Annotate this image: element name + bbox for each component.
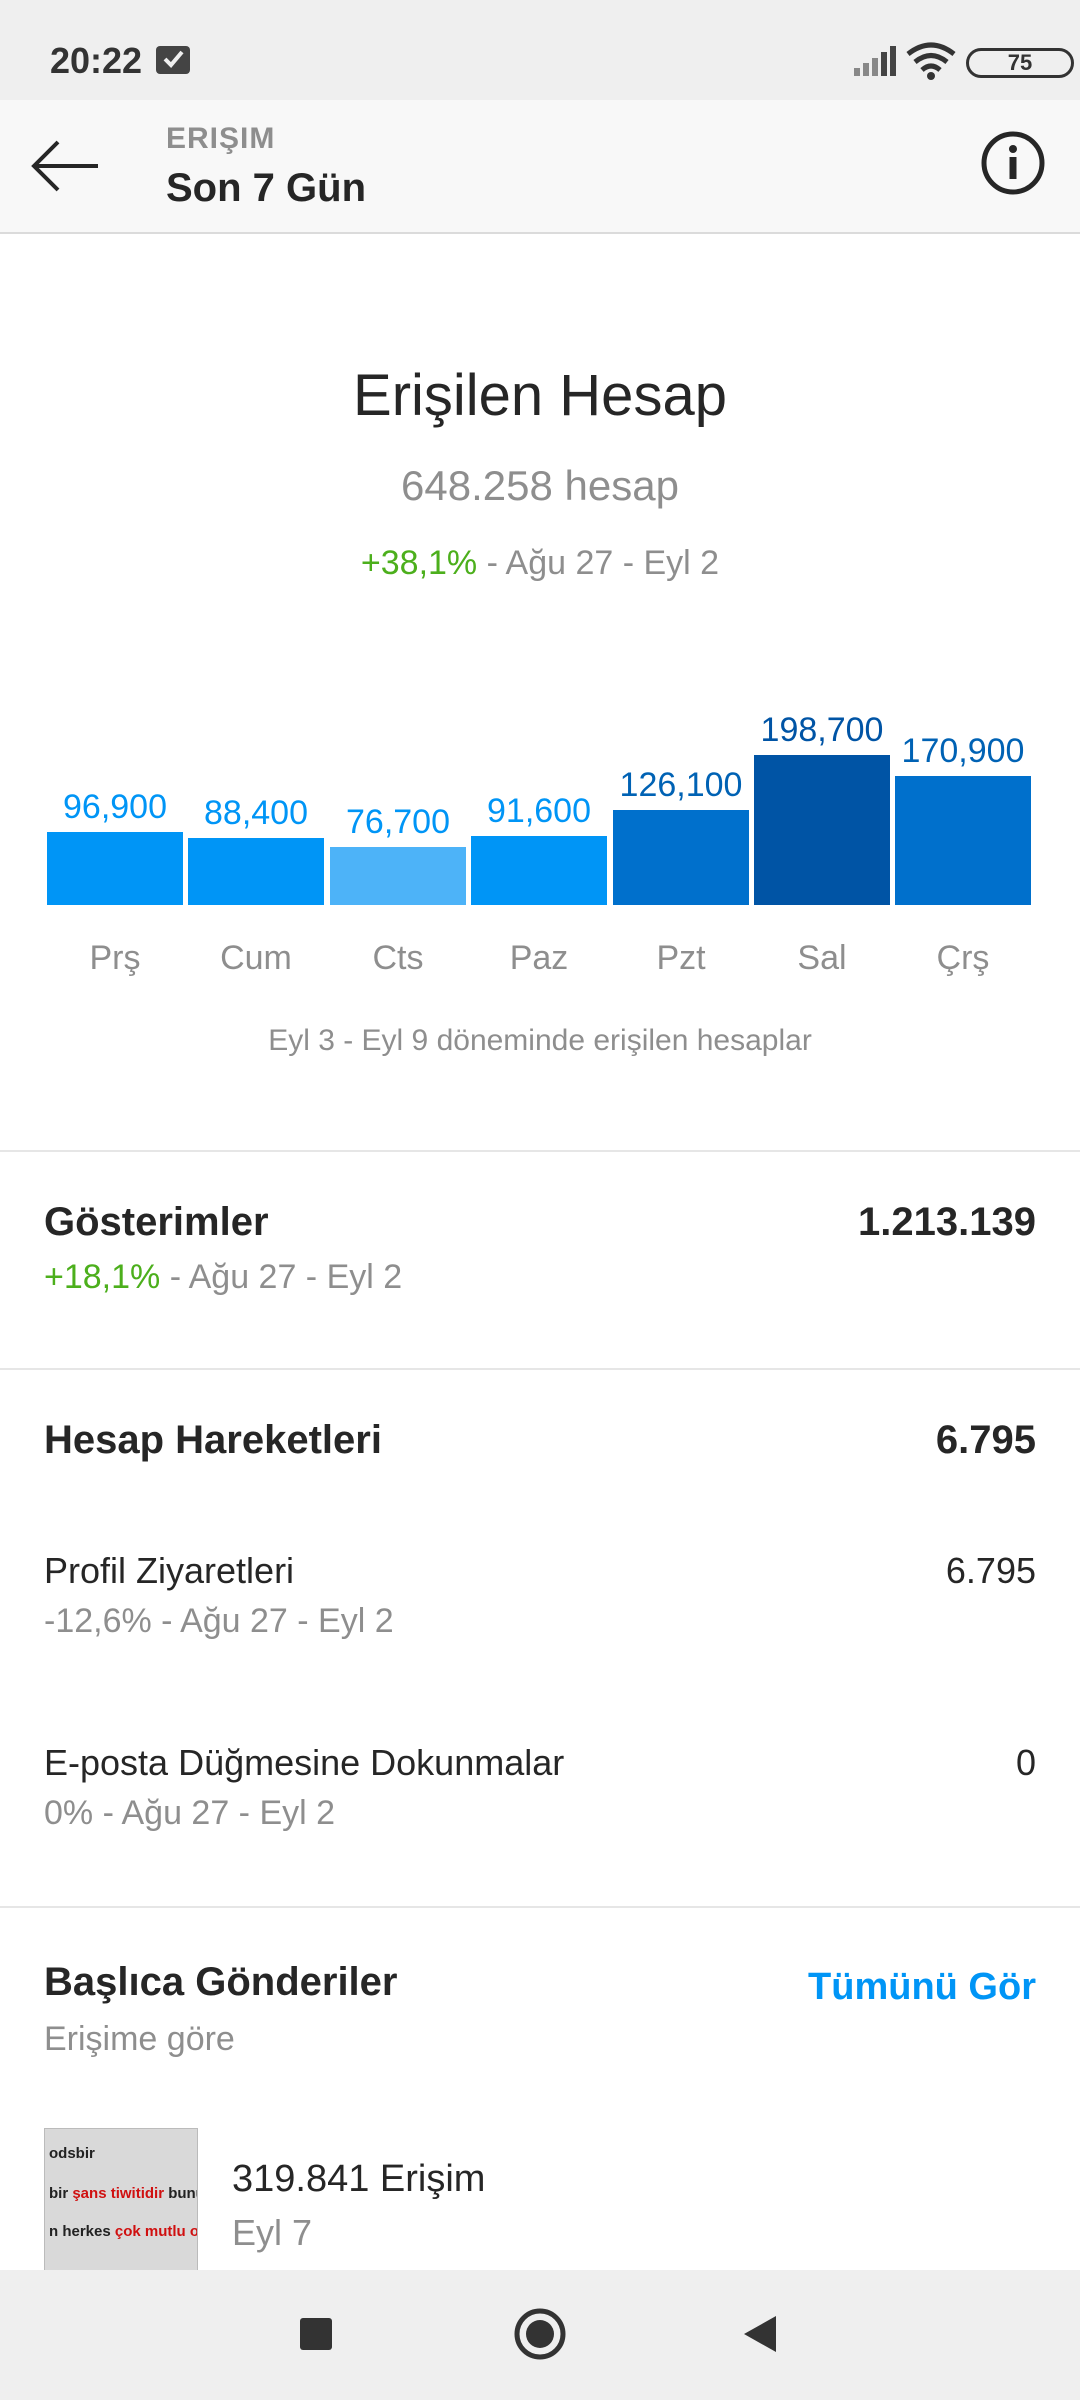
battery-indicator: 75 [966, 48, 1074, 78]
impressions-title: Gösterimler [44, 1200, 269, 1244]
reach-change-percent: +38,1% [360, 544, 478, 582]
post-date: Eyl 7 [232, 2212, 313, 2253]
account-actions-value: 6.795 [935, 1418, 1036, 1462]
impressions-change-period: - Ağu 27 - Eyl 2 [160, 1258, 403, 1296]
info-icon[interactable] [980, 130, 1046, 196]
signal-icon [854, 46, 896, 76]
chart-caption: Eyl 3 - Eyl 9 döneminde erişilen hesapla… [268, 1024, 812, 1057]
bar-value-label: 126,100 [619, 766, 743, 804]
reach-bar-chart: 96,900 Prş 88,400 Cum 76,700 Cts 91,600 Paz 126,… [0, 690, 1080, 990]
x-axis-tick-label: Cum [220, 939, 292, 977]
header-subtitle: ERIŞIM [166, 122, 276, 155]
chart-bar [330, 847, 466, 905]
x-axis-tick-label: Prş [89, 939, 141, 977]
post-thumbnail[interactable]: odsbir bir şans tiwitidir bunu n herkes … [44, 2128, 198, 2272]
chart-bar [754, 755, 890, 905]
email-taps-value: 0 [1015, 1742, 1036, 1783]
bar-value-label: 96,900 [63, 788, 167, 826]
x-axis-tick-label: Paz [509, 939, 569, 977]
x-axis-tick-label: Sal [797, 939, 847, 977]
bar-value-label: 88,400 [204, 794, 308, 832]
x-axis-tick-label: Cts [372, 939, 424, 977]
divider [0, 1368, 1080, 1370]
bar-value-label: 170,900 [901, 732, 1025, 770]
chart-bar [613, 810, 749, 905]
profile-visits-label: Profil Ziyaretleri [44, 1550, 295, 1591]
profile-visits-value: 6.795 [945, 1550, 1036, 1591]
top-header: ERIŞIM Son 7 Gün [0, 100, 1080, 234]
bar-value-label: 91,600 [487, 792, 591, 830]
impressions-change-percent: +18,1% [44, 1258, 161, 1296]
reach-change: +38,1% - Ağu 27 - Eyl 2 [0, 544, 1080, 583]
checkbox-notification-icon [156, 46, 190, 74]
thumb-line-2: bir şans tiwitidir bunu [49, 2185, 197, 2202]
email-taps-change: 0% - Ağu 27 - Eyl 2 [44, 1794, 336, 1832]
impressions-value: 1.213.139 [858, 1200, 1036, 1244]
chart-bar [895, 776, 1031, 905]
wifi-icon [906, 42, 956, 80]
thumb-line-1: odsbir [49, 2145, 95, 2162]
system-nav-bar [0, 2270, 1080, 2400]
reach-change-period: - Ağu 27 - Eyl 2 [477, 544, 720, 582]
post-reach[interactable]: 319.841 Erişim [232, 2158, 486, 2200]
chart-bar [188, 838, 324, 905]
bar-value-label: 76,700 [346, 803, 450, 841]
reach-title: Erişilen Hesap [353, 363, 727, 428]
divider [0, 1150, 1080, 1152]
x-axis-tick-label: Çrş [936, 939, 990, 977]
triangle-icon[interactable] [700, 2270, 820, 2400]
page-title: Son 7 Gün [166, 166, 366, 210]
square-icon[interactable] [256, 2270, 376, 2400]
profile-visits-change: -12,6% - Ağu 27 - Eyl 2 [44, 1602, 394, 1640]
status-bar: 20:22 75 [0, 0, 1080, 100]
thumb-line-3: n herkes çok mutlu ol [49, 2223, 198, 2240]
see-all-link[interactable]: Tümünü Gör [808, 1966, 1036, 2008]
chart-bar [47, 832, 183, 905]
top-posts-title: Başlıca Gönderiler [44, 1960, 398, 2004]
divider [0, 1906, 1080, 1908]
chart-bar [471, 836, 607, 905]
top-posts-subtitle: Erişime göre [44, 2020, 235, 2058]
impressions-change: +18,1% - Ağu 27 - Eyl 2 [44, 1258, 402, 1297]
status-time: 20:22 [50, 40, 143, 81]
circle-icon[interactable] [480, 2270, 600, 2400]
reach-count: 648.258 hesap [401, 462, 679, 509]
account-actions-title: Hesap Hareketleri [44, 1418, 382, 1462]
bar-value-label: 198,700 [760, 711, 884, 749]
x-axis-tick-label: Pzt [656, 939, 706, 977]
back-arrow-icon[interactable] [28, 136, 102, 196]
email-taps-label: E-posta Düğmesine Dokunmalar [44, 1742, 565, 1783]
